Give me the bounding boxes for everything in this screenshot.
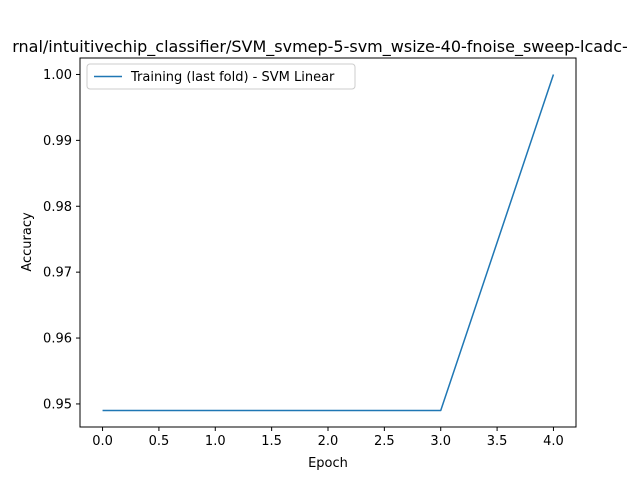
x-axis-ticks: 0.0 0.5 1.0 1.5 2.0 2.5 3.0 3.5 4.0 [92, 427, 564, 449]
x-tick-label: 1.5 [261, 434, 282, 449]
y-axis-ticks: 0.95 0.96 0.97 0.98 0.99 1.00 [43, 68, 80, 412]
y-tick-label: 0.95 [43, 397, 72, 412]
y-tick-label: 0.98 [43, 200, 72, 215]
x-tick-label: 3.5 [487, 434, 508, 449]
legend-box [86, 63, 356, 90]
y-axis-label: Accuracy [20, 212, 35, 272]
x-tick-label: 1.0 [205, 434, 226, 449]
y-tick-label: 0.96 [43, 332, 72, 347]
x-tick-label: 4.0 [543, 434, 564, 449]
series-layer [102, 74, 555, 412]
series-line [102, 74, 555, 412]
plot-area-frame [79, 57, 577, 428]
y-tick-label: 1.00 [43, 68, 72, 83]
x-axis-label: Epoch [308, 456, 348, 471]
y-tick-label: 0.99 [43, 134, 72, 149]
x-tick-label: 2.0 [318, 434, 339, 449]
x-tick-label: 2.5 [374, 434, 395, 449]
x-tick-label: 0.5 [149, 434, 170, 449]
chart-title: rnal/intuitivechip_classifier/SVM_svmep-… [12, 37, 628, 57]
x-tick-label: 3.0 [430, 434, 451, 449]
legend: Training (last fold) - SVM Linear [86, 63, 356, 90]
legend-entry-label: Training (last fold) - SVM Linear [130, 70, 335, 85]
x-tick-label: 0.0 [92, 434, 113, 449]
y-tick-label: 0.97 [43, 266, 72, 281]
